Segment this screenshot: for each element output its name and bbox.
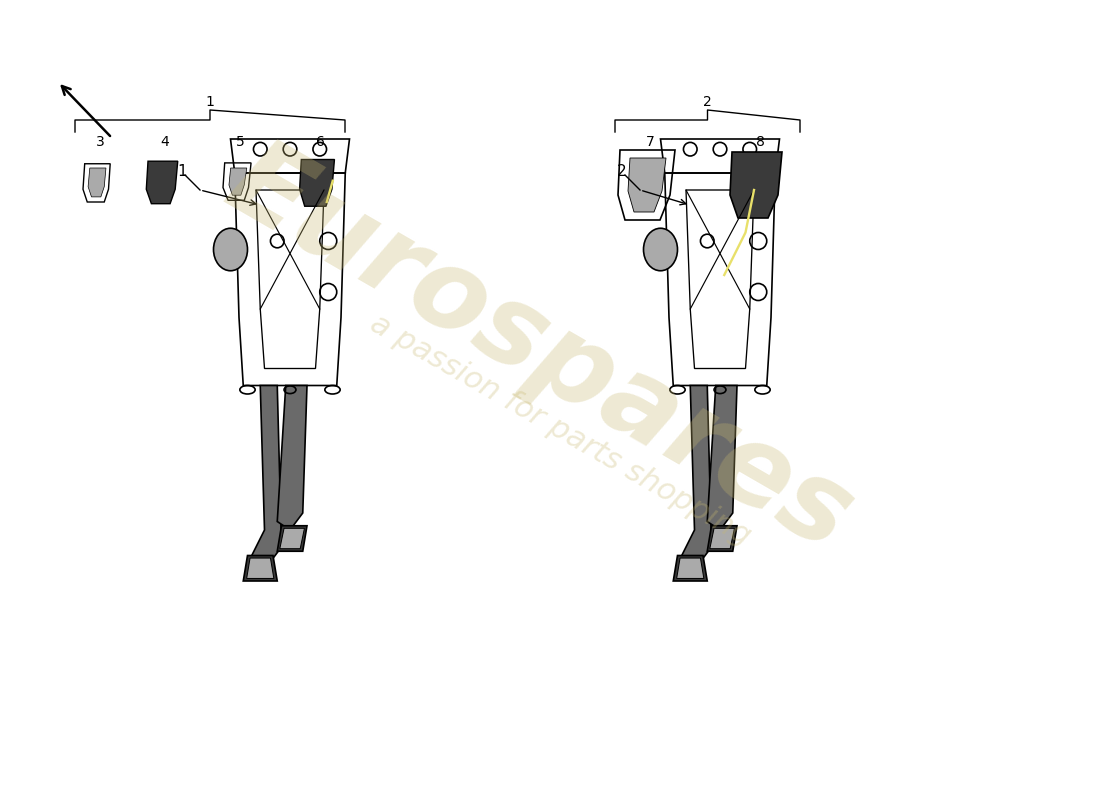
Polygon shape	[628, 158, 666, 212]
Text: 3: 3	[96, 135, 104, 149]
Text: 6: 6	[316, 135, 324, 149]
Polygon shape	[682, 386, 712, 564]
Text: 4: 4	[161, 135, 169, 149]
Polygon shape	[277, 386, 307, 530]
Polygon shape	[279, 528, 305, 549]
Text: Eurospares: Eurospares	[209, 128, 871, 572]
Polygon shape	[246, 558, 274, 578]
Ellipse shape	[644, 228, 678, 270]
Polygon shape	[676, 558, 704, 578]
Polygon shape	[707, 526, 737, 551]
Text: 5: 5	[235, 135, 244, 149]
Text: 8: 8	[756, 135, 764, 149]
Polygon shape	[146, 162, 178, 204]
Text: 2: 2	[617, 165, 627, 179]
Polygon shape	[710, 528, 735, 549]
Polygon shape	[707, 386, 737, 530]
Polygon shape	[277, 526, 307, 551]
Text: 1: 1	[206, 95, 214, 109]
Text: a passion for parts shopping: a passion for parts shopping	[365, 309, 756, 551]
Text: 2: 2	[703, 95, 712, 109]
Polygon shape	[673, 555, 707, 581]
Ellipse shape	[213, 228, 248, 270]
Polygon shape	[88, 168, 106, 197]
Polygon shape	[243, 555, 277, 581]
Polygon shape	[252, 386, 282, 564]
Polygon shape	[730, 152, 782, 218]
Text: 1: 1	[177, 165, 187, 179]
Polygon shape	[229, 168, 246, 195]
Polygon shape	[299, 159, 334, 206]
Text: 7: 7	[646, 135, 654, 149]
